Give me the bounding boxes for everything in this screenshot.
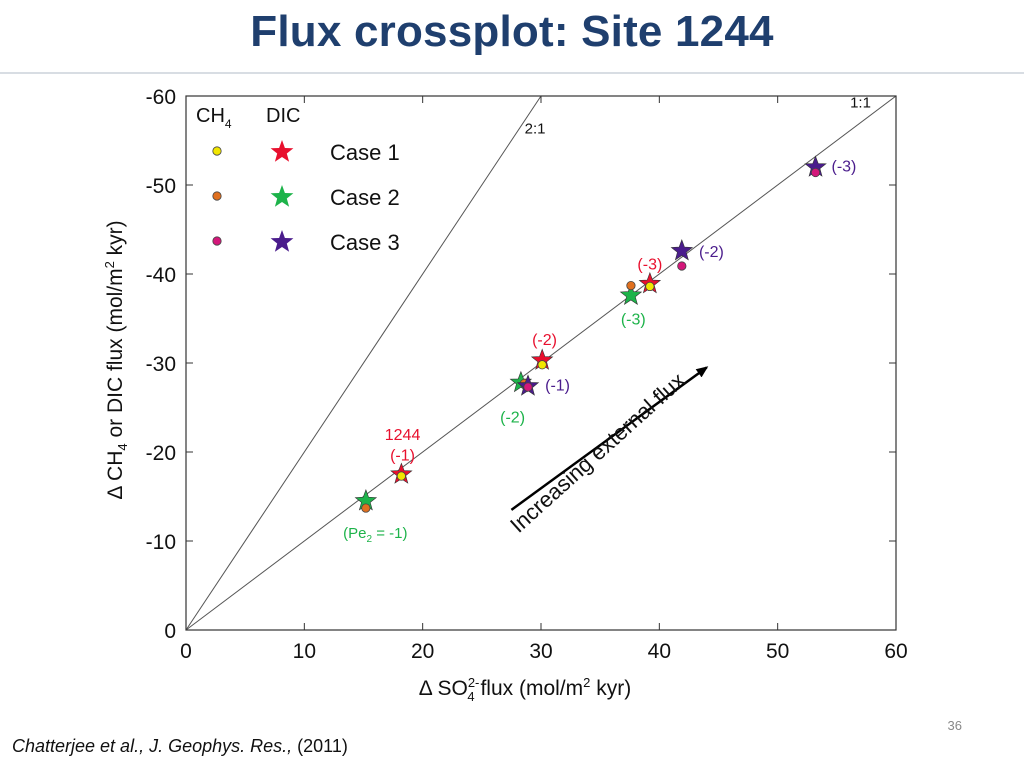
x-tick-label: 40 — [648, 640, 671, 663]
legend-dic-marker — [270, 230, 294, 252]
point-annotation: (-2) — [699, 244, 724, 261]
y-tick-label: -40 — [146, 264, 176, 287]
legend-dic-marker — [270, 140, 294, 162]
legend-header-ch4-sub: 4 — [225, 117, 232, 131]
citation-year: (2011) — [297, 736, 348, 756]
ch4-point-case-3 — [810, 167, 821, 178]
ch4-point-case-2 — [361, 503, 371, 513]
dic-point-case-3 — [670, 239, 694, 261]
slide-title: Flux crossplot: Site 1244 — [250, 7, 774, 56]
y-tick-label: -30 — [146, 353, 176, 376]
pe-annotation-sub: 2 — [367, 534, 373, 545]
legend-header-ch4-text: CH — [196, 105, 225, 127]
x-tick-label: 30 — [529, 640, 552, 663]
legend-ch4-marker — [212, 146, 222, 156]
dic-point-case-2 — [619, 283, 643, 306]
legend-header-dic: DIC — [266, 105, 300, 127]
ch4-point-case-3 — [523, 382, 533, 392]
y-tick-label: -50 — [146, 175, 176, 198]
x-tick-label: 60 — [884, 640, 907, 663]
legend-header-ch4: CH4 — [196, 105, 232, 131]
x-tick-label: 20 — [411, 640, 434, 663]
reference-line-2-1 — [185, 95, 542, 631]
external-flux-arrow — [510, 366, 709, 511]
citation-authors: Chatterjee et al., J. Geophys. Res., — [12, 736, 293, 756]
ch4-point-case-2 — [626, 280, 636, 291]
y-tick-label: -60 — [146, 86, 176, 109]
point-annotation: (-2) — [532, 332, 557, 349]
pe-annotation: (Pe2 = -1) — [343, 525, 407, 545]
legend-label: Case 3 — [330, 230, 400, 255]
citation: Chatterjee et al., J. Geophys. Res., (20… — [12, 736, 348, 757]
legend-ch4-marker — [212, 236, 222, 246]
point-annotation: (-1) — [545, 377, 570, 394]
legend-ch4-marker — [212, 191, 222, 201]
x-tick-label: 50 — [766, 640, 789, 663]
x-axis-label: Δ SO2-4 flux (mol/m2 kyr) — [419, 675, 631, 704]
page-number: 36 — [947, 718, 962, 733]
ch4-point-case-3 — [677, 261, 687, 271]
pe-annotation-prefix: (Pe — [343, 525, 366, 542]
y-axis-label: Δ CH4 or DIC flux (mol/m2 kyr) — [102, 220, 130, 499]
title-divider — [0, 72, 1024, 74]
ch4-point-case-1 — [396, 471, 406, 481]
legend-dic-marker — [270, 185, 294, 207]
x-tick-label: 10 — [293, 640, 316, 663]
point-annotation: 1244 — [385, 427, 421, 444]
reference-line-label: 1:1 — [850, 95, 871, 112]
legend-label: Case 1 — [330, 140, 400, 165]
y-tick-label: -10 — [146, 531, 176, 554]
point-annotation: (-3) — [831, 158, 856, 175]
point-annotation: (-3) — [621, 312, 646, 329]
point-annotation: (-2) — [500, 409, 525, 426]
ch4-point-case-1 — [537, 360, 547, 370]
reference-line-label: 2:1 — [525, 120, 546, 137]
legend-label: Case 2 — [330, 185, 400, 210]
y-tick-label: 0 — [164, 620, 176, 643]
y-tick-label: -20 — [146, 442, 176, 465]
ch4-point-case-1 — [645, 281, 655, 292]
pe-annotation-suffix: = -1) — [372, 525, 407, 542]
point-annotation: (-1) — [390, 448, 415, 465]
x-tick-label: 0 — [180, 640, 192, 663]
point-annotation: (-3) — [637, 256, 662, 273]
